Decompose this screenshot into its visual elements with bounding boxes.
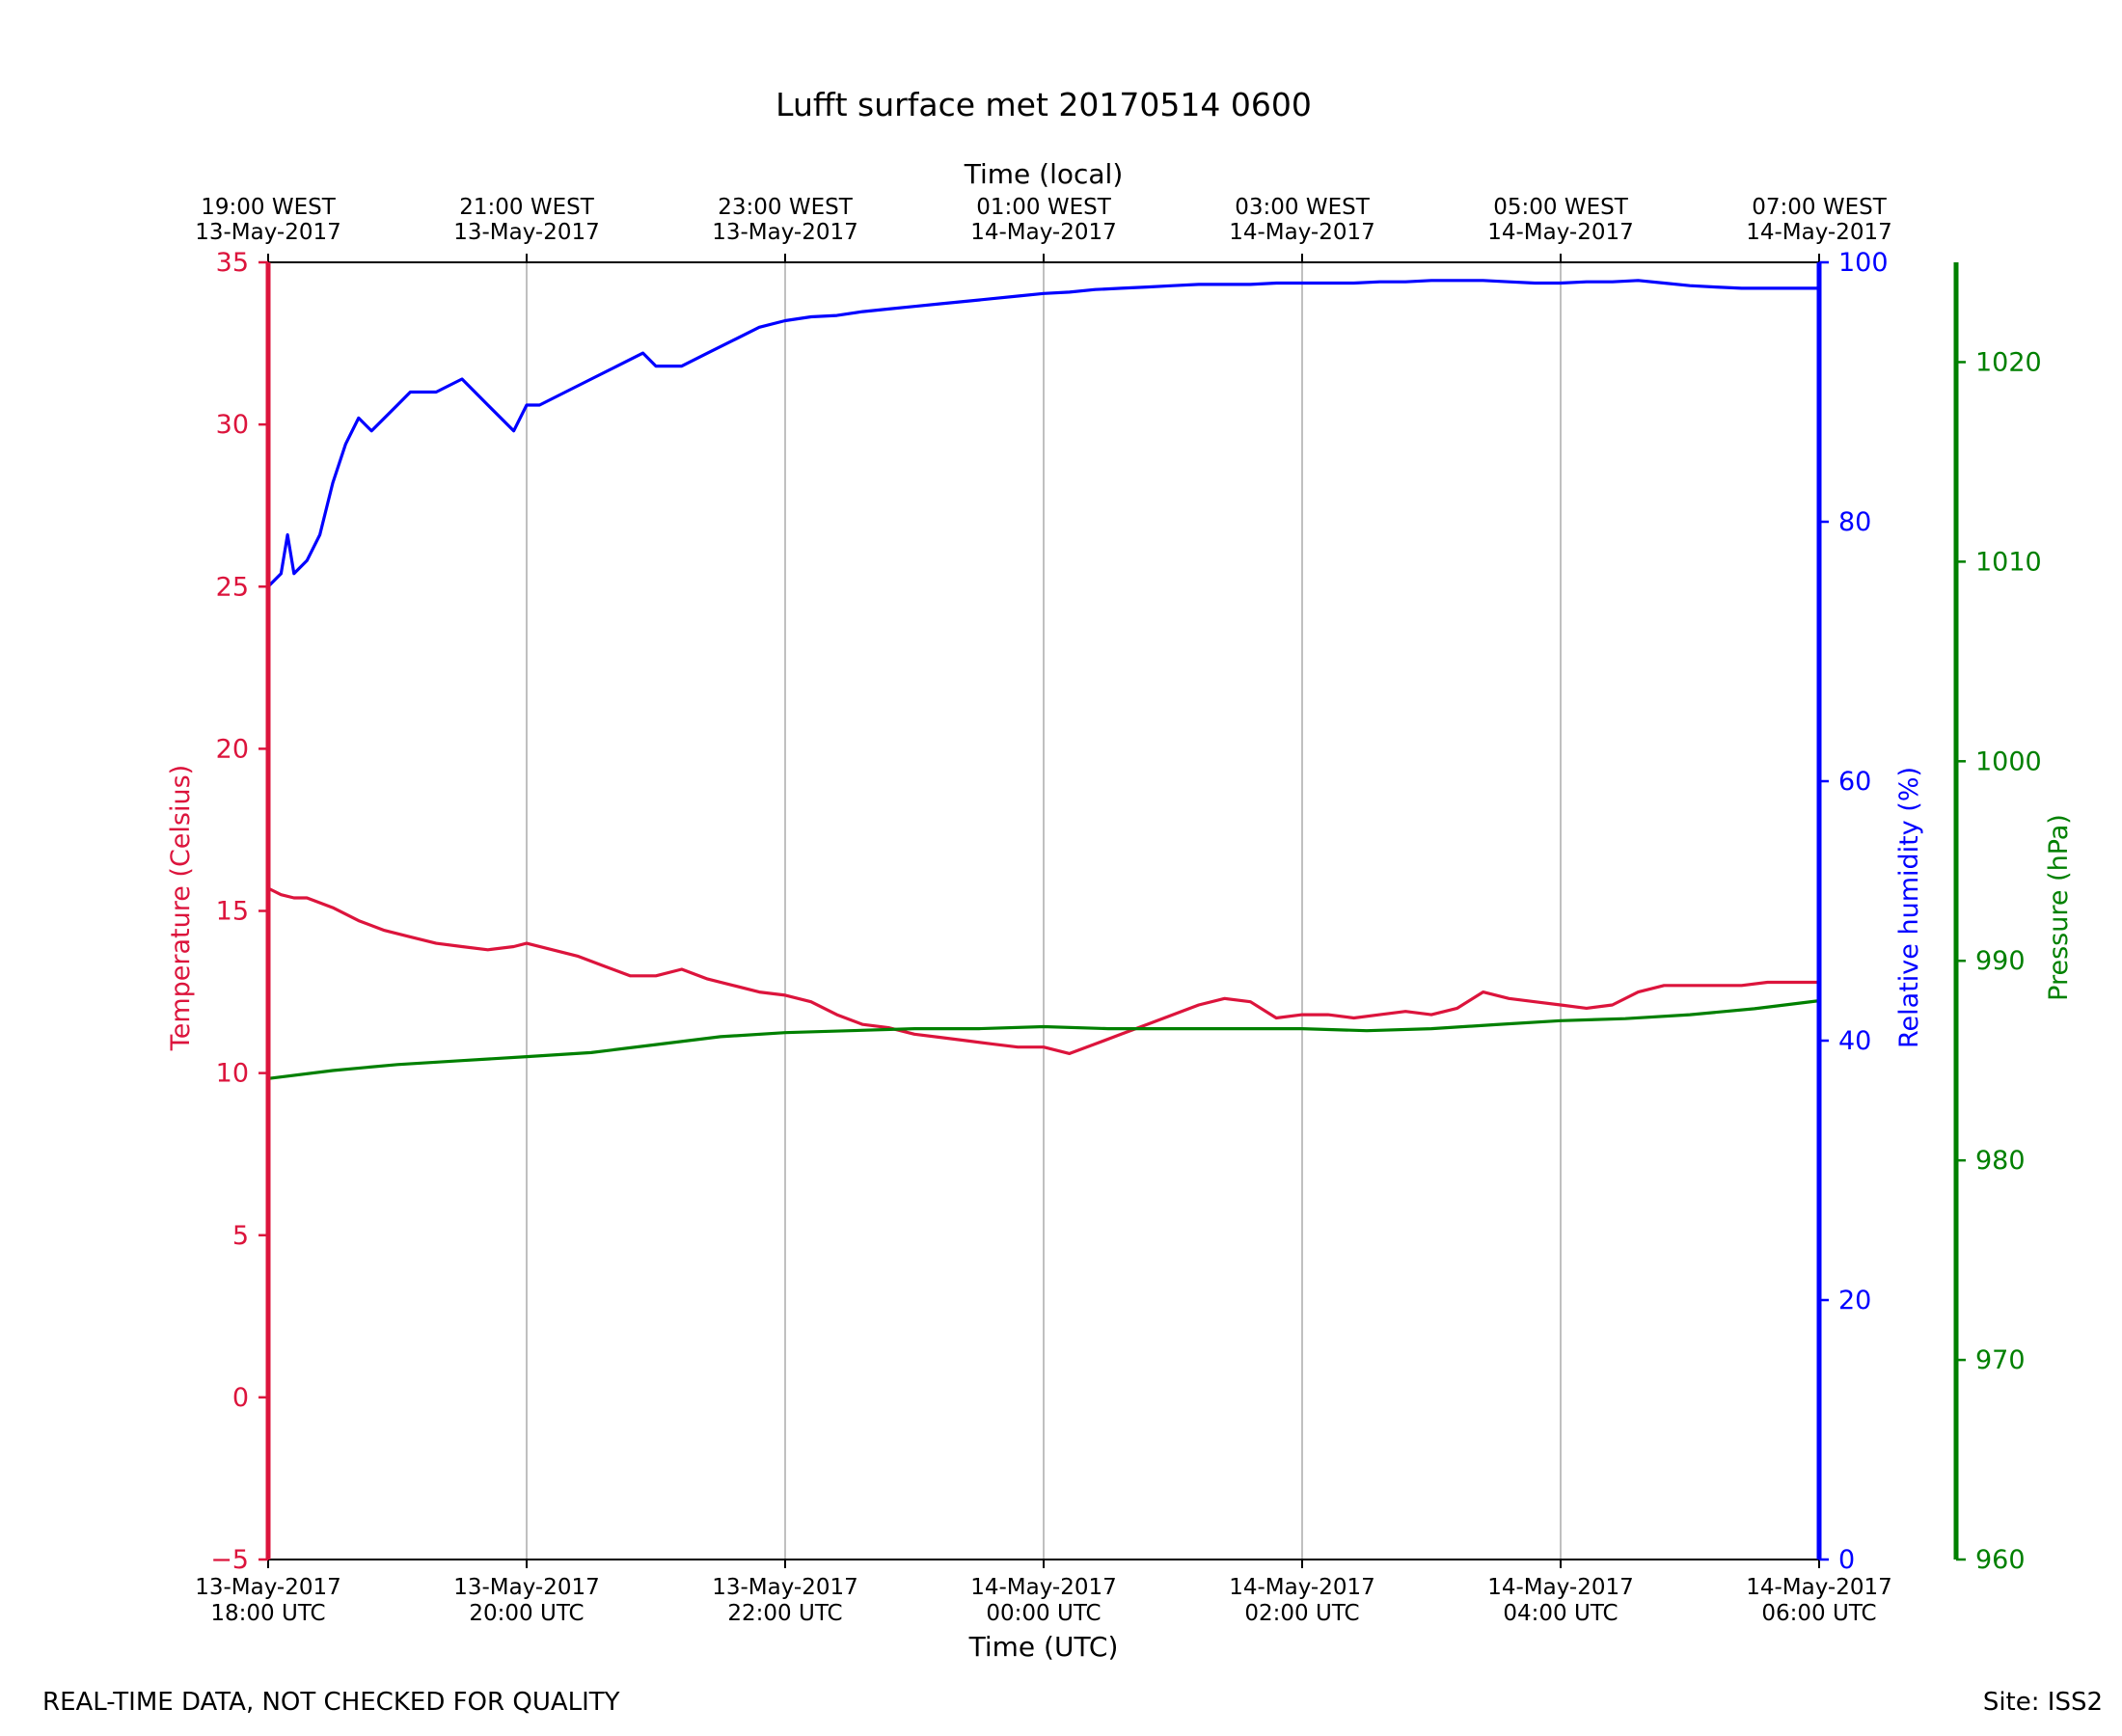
grid-lines — [526, 262, 1562, 1560]
top-tick-label-date: 14-May-2017 — [970, 220, 1117, 245]
pressure-axis-tick-label: 980 — [1975, 1146, 2026, 1176]
humidity-axis-tick-label: 0 — [1838, 1545, 1855, 1575]
site-label: Site: ISS2 — [1982, 1688, 2103, 1717]
x-tick-label-date: 13-May-2017 — [195, 1575, 341, 1600]
humidity-axis-tick-label: 80 — [1838, 507, 1871, 537]
top-tick-label-date: 14-May-2017 — [1487, 220, 1634, 245]
top-tick-label-time: 05:00 WEST — [1493, 195, 1628, 220]
humidity-axis-tick-label: 60 — [1838, 767, 1871, 797]
top-tick-label-time: 23:00 WEST — [718, 195, 853, 220]
temperature-axis-tick-label: 20 — [216, 734, 249, 764]
temperature-axis-label: Temperature (Celsius) — [166, 765, 196, 1051]
quality-disclaimer: REAL-TIME DATA, NOT CHECKED FOR QUALITY — [42, 1688, 620, 1717]
x-tick-label-time: 02:00 UTC — [1244, 1601, 1359, 1626]
top-tick-label-time: 07:00 WEST — [1752, 195, 1887, 220]
humidity-axis-label: Relative humidity (%) — [1894, 767, 1924, 1048]
temperature-series-line — [267, 886, 1819, 1056]
top-tick-label-date: 14-May-2017 — [1746, 220, 1892, 245]
top-tick-label-time: 01:00 WEST — [976, 195, 1111, 220]
top-axis-label: Time (local) — [964, 158, 1124, 190]
x-tick-label-date: 14-May-2017 — [1487, 1575, 1634, 1600]
temperature-axis-tick-label: 10 — [216, 1059, 249, 1089]
x-tick-label-time: 06:00 UTC — [1761, 1601, 1876, 1626]
humidity-axis-tick-label: 100 — [1838, 248, 1889, 278]
pressure-axis-tick-label: 1010 — [1975, 547, 2042, 577]
x-tick-label-date: 14-May-2017 — [970, 1575, 1117, 1600]
temperature-axis-tick-label: 30 — [216, 410, 249, 440]
x-tick-label-time: 00:00 UTC — [986, 1601, 1101, 1626]
pressure-axis-tick-label: 960 — [1975, 1545, 2026, 1575]
humidity-axis-tick-label: 40 — [1838, 1026, 1871, 1056]
x-tick-label-time: 04:00 UTC — [1503, 1601, 1618, 1626]
top-tick-label-time: 03:00 WEST — [1235, 195, 1370, 220]
pressure-axis-tick-label: 1020 — [1975, 347, 2042, 377]
x-tick-label-time: 20:00 UTC — [469, 1601, 584, 1626]
pressure-axis-tick-label: 970 — [1975, 1345, 2026, 1375]
x-tick-label-time: 18:00 UTC — [210, 1601, 325, 1626]
pressure-axis-tick-label: 1000 — [1975, 746, 2042, 776]
top-tick-label-date: 14-May-2017 — [1229, 220, 1375, 245]
top-tick-label-date: 13-May-2017 — [712, 220, 858, 245]
x-tick-label-time: 22:00 UTC — [727, 1601, 842, 1626]
temperature-axis-tick-label: −5 — [210, 1545, 249, 1575]
top-tick-label-time: 21:00 WEST — [459, 195, 594, 220]
x-tick-label-date: 14-May-2017 — [1746, 1575, 1892, 1600]
x-tick-label-date: 14-May-2017 — [1229, 1575, 1375, 1600]
x-tick-label-date: 13-May-2017 — [453, 1575, 600, 1600]
x-tick-label-date: 13-May-2017 — [712, 1575, 858, 1600]
temperature-axis-tick-label: 15 — [216, 897, 249, 927]
temperature-axis-tick-label: 0 — [232, 1383, 249, 1413]
x-axis-label: Time (UTC) — [968, 1631, 1119, 1663]
pressure-series-line — [267, 999, 1820, 1080]
top-tick-label-time: 19:00 WEST — [201, 195, 336, 220]
top-tick-label-date: 13-May-2017 — [195, 220, 341, 245]
chart-title: Lufft surface met 20170514 0600 — [775, 86, 1312, 123]
humidity-series-line — [266, 279, 1819, 588]
pressure-axis-tick-label: 990 — [1975, 946, 2026, 976]
temperature-axis-tick-label: 35 — [216, 248, 249, 278]
humidity-axis-tick-label: 20 — [1838, 1286, 1871, 1316]
temperature-axis-tick-label: 25 — [216, 572, 249, 602]
temperature-axis-tick-label: 5 — [232, 1221, 249, 1251]
pressure-axis-label: Pressure (hPa) — [2044, 814, 2074, 1001]
data-series — [266, 279, 1820, 1080]
top-tick-label-date: 13-May-2017 — [453, 220, 600, 245]
